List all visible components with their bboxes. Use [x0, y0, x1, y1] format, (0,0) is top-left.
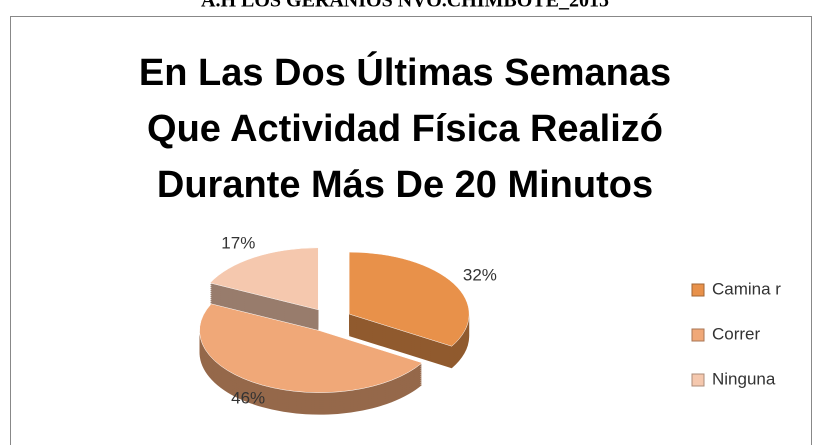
legend-swatch: [691, 328, 705, 342]
chart-title: En Las Dos Últimas Semanas: [139, 50, 671, 94]
legend-label: Ninguna: [712, 369, 776, 388]
data-label: 46%: [231, 388, 265, 407]
chart-title: Durante Más De 20 Minutos: [157, 164, 653, 206]
legend-label: Camina r: [712, 279, 781, 298]
slice: [199, 303, 423, 393]
data-label: 32%: [463, 266, 497, 285]
legend-label: Correr: [712, 324, 761, 343]
slice: [348, 251, 470, 347]
legend-swatch: [691, 373, 705, 387]
chart-title: Que Actividad Física Realizó: [147, 108, 663, 150]
page-header: A.H LOS GERANIOS NVO.CHIMBOTE_2015: [201, 0, 609, 12]
data-label: 17%: [221, 234, 255, 253]
legend-swatch: [691, 283, 705, 297]
slice: [209, 247, 319, 311]
